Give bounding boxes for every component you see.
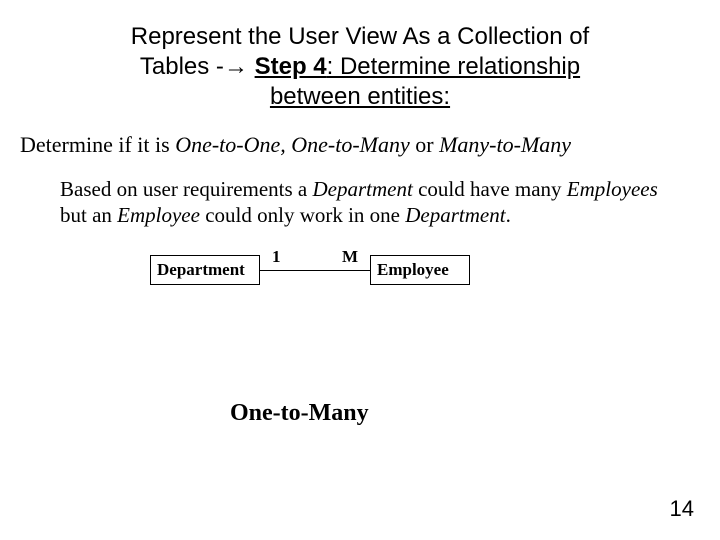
title-line2-pre: Tables - [140, 53, 224, 80]
body-t1: Based on user requirements a [60, 177, 313, 201]
determine-mid: or [410, 132, 439, 157]
er-diagram: Department 1 M Employee [0, 237, 720, 317]
title-step-rest: : Determine relationship [327, 53, 580, 80]
body-e4: Department [405, 203, 505, 227]
relationship-line [260, 270, 370, 271]
determine-i1: One-to-One, One-to-Many [175, 132, 410, 157]
arrow-icon: → [224, 53, 248, 80]
body-t4: could only work in one [200, 203, 405, 227]
title-line3: between entities: [270, 83, 450, 110]
page-number: 14 [670, 496, 694, 522]
title-step-bold: Step 4 [255, 53, 327, 80]
cardinality-right: M [342, 247, 358, 267]
cardinality-left: 1 [272, 247, 281, 267]
slide-title: Represent the User View As a Collection … [0, 0, 720, 112]
determine-i2: Many-to-Many [439, 132, 571, 157]
body-t5: . [506, 203, 511, 227]
determine-line: Determine if it is One-to-One, One-to-Ma… [0, 112, 720, 158]
determine-pre: Determine if it is [20, 132, 175, 157]
entity-department: Department [150, 255, 260, 285]
entity-employee: Employee [370, 255, 470, 285]
title-line1: Represent the User View As a Collection … [131, 23, 589, 50]
body-e2: Employees [567, 177, 658, 201]
body-t2: could have many [413, 177, 567, 201]
slide: Represent the User View As a Collection … [0, 0, 720, 540]
relationship-name: One-to-Many [230, 400, 369, 427]
body-paragraph: Based on user requirements a Department … [0, 158, 720, 229]
body-e1: Department [313, 177, 413, 201]
body-t3: but an [60, 203, 117, 227]
body-e3: Employee [117, 203, 200, 227]
